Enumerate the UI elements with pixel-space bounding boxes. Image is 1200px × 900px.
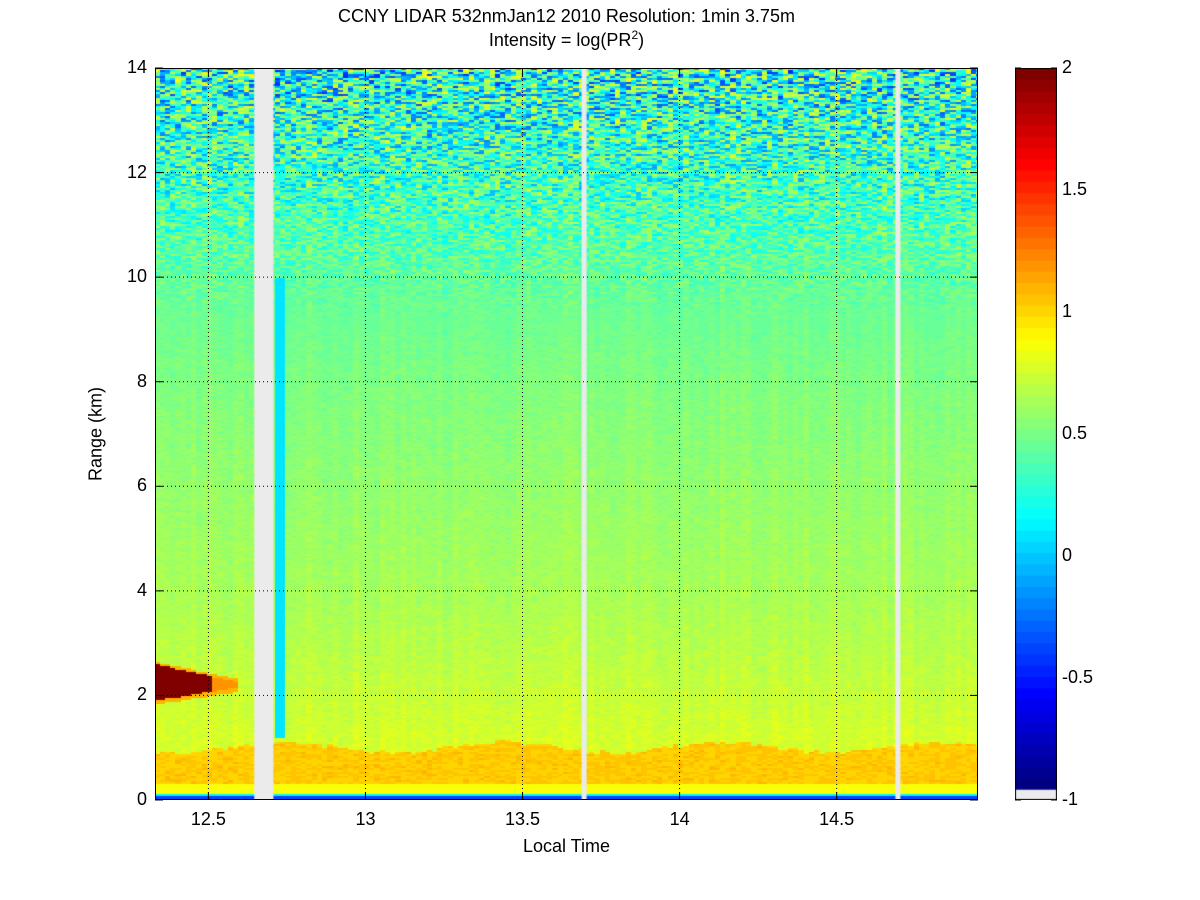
plot-frame — [155, 68, 978, 800]
chart-title: CCNY LIDAR 532nmJan12 2010 Resolution: 1… — [338, 6, 795, 26]
x-tick-label: 14.5 — [819, 809, 855, 829]
y-tick-label: 2 — [136, 684, 147, 705]
y-tick-label: 8 — [136, 370, 147, 391]
colorbar-tick-label: 1.5 — [1062, 179, 1088, 199]
colorbar-tick-label: -1 — [1062, 789, 1079, 809]
y-tick-label: 6 — [136, 475, 147, 496]
y-tick-label: 0 — [136, 789, 147, 809]
subtitle-superscript: 2 — [631, 28, 639, 42]
colorbar-tick-label: 0.5 — [1062, 423, 1088, 443]
colorbar-tick-label: 0 — [1062, 545, 1073, 565]
y-tick-label: 14 — [126, 57, 147, 77]
x-tick-label: 14 — [669, 809, 690, 829]
colorbar-tick-label: 1 — [1062, 301, 1073, 321]
colorbar — [1015, 68, 1057, 800]
subtitle-text: Intensity = log(PR — [488, 30, 632, 50]
y-axis-label: Range (km) — [85, 386, 106, 482]
subtitle-suffix: ) — [638, 30, 645, 50]
y-tick-label: 10 — [126, 266, 147, 287]
x-tick-label: 13.5 — [504, 809, 541, 829]
x-axis-label: Local Time — [522, 836, 611, 856]
x-tick-label: 13 — [355, 809, 376, 829]
colorbar-tick-label: -0.5 — [1062, 667, 1094, 687]
heatmap-image — [155, 68, 978, 800]
chart-subtitle: Intensity = log(PR2) — [0, 28, 1133, 51]
y-tick-label: 12 — [126, 161, 147, 182]
x-tick-label: 12.5 — [190, 809, 226, 829]
colorbar-tick-label: 2 — [1062, 57, 1073, 77]
y-tick-label: 4 — [136, 579, 147, 600]
